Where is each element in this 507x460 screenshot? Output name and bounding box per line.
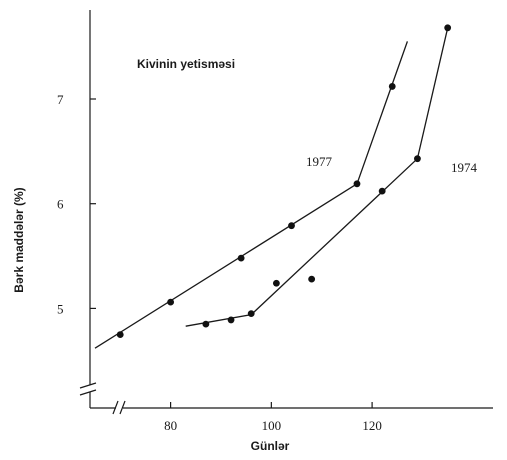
data-point-1977 <box>288 222 295 230</box>
data-point-1977 <box>167 298 175 306</box>
series-label-1974: 1974 <box>451 160 478 175</box>
data-point-1977 <box>388 83 396 90</box>
data-point-1974 <box>414 155 421 163</box>
data-point-1974 <box>202 320 210 328</box>
data-point-1974 <box>272 279 280 287</box>
x-tick-label: 100 <box>262 418 282 433</box>
axes <box>79 10 493 415</box>
y-tick-label: 6 <box>57 197 64 212</box>
x-ticks: 80 100 120 <box>164 402 382 433</box>
y-ticks: 5 6 7 <box>57 92 96 316</box>
data-point-1974 <box>227 316 235 324</box>
x-axis-label: Günlər <box>251 439 290 453</box>
x-axis-break-mark-1 <box>112 400 119 415</box>
data-point-1977 <box>116 331 124 338</box>
series-points <box>116 24 452 338</box>
x-tick-label: 80 <box>164 418 177 433</box>
data-point-1977 <box>237 254 245 262</box>
series-line-1974 <box>185 27 449 327</box>
data-point-1974 <box>444 24 452 32</box>
chart-title: Kivinin yetisməsi <box>137 57 235 71</box>
series-lines <box>94 27 449 349</box>
series-line-1977 <box>94 41 409 349</box>
data-point-1977 <box>353 180 361 188</box>
y-tick-label: 7 <box>57 92 64 107</box>
data-point-1974 <box>308 275 316 283</box>
data-point-1974 <box>378 187 386 195</box>
x-tick-label: 120 <box>362 418 382 433</box>
series-label-1977: 1977 <box>306 154 333 169</box>
y-axis-label: Bərk maddələr (%) <box>12 187 26 292</box>
y-tick-label: 5 <box>57 301 64 316</box>
y-axis-break-mark-1 <box>79 382 97 389</box>
x-axis-break-mark-2 <box>119 400 126 415</box>
data-point-1974 <box>247 310 255 318</box>
y-axis-break-mark-2 <box>79 389 97 396</box>
